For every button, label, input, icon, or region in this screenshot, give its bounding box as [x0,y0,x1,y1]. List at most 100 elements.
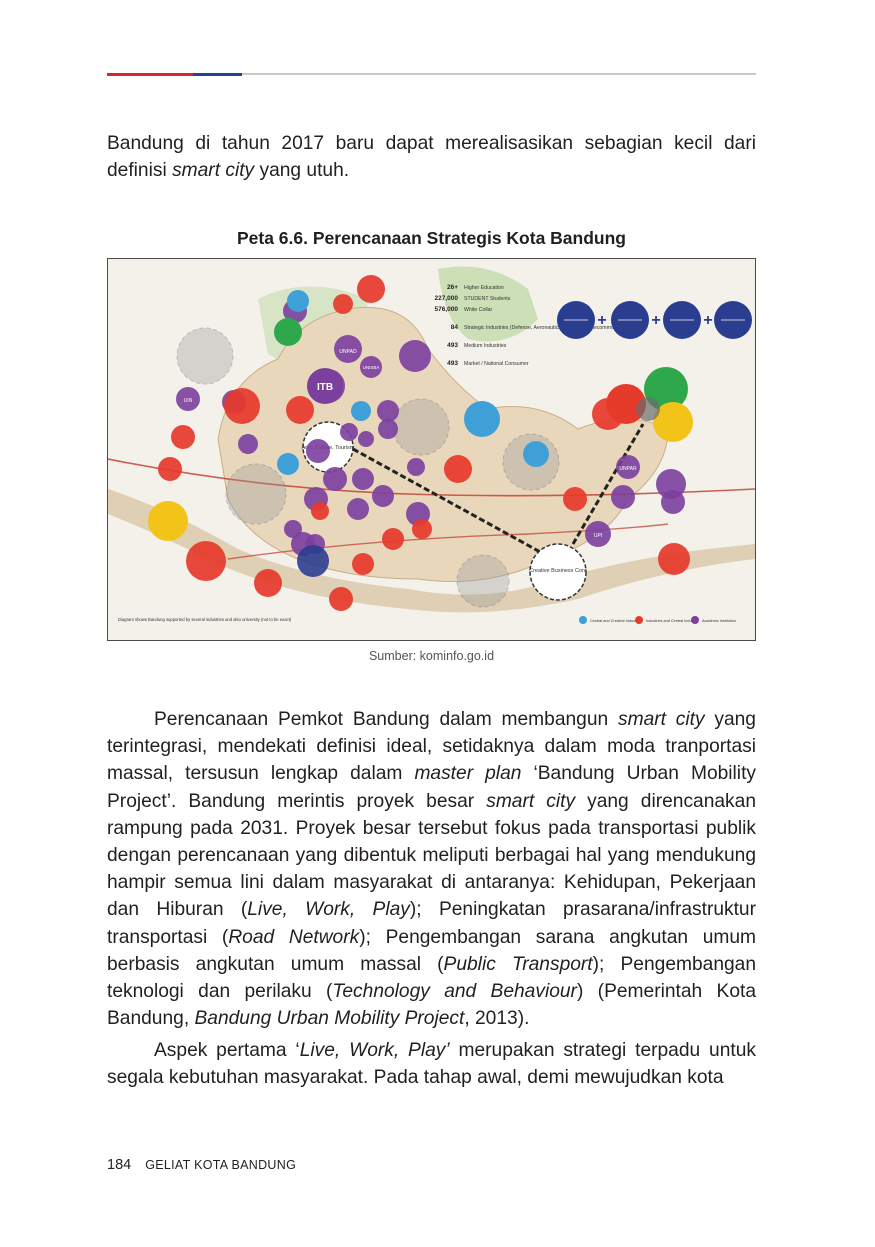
text-run: Bandung di tahun 2017 baru dapat mereali… [107,133,756,182]
creative-business-circle [529,543,587,601]
creative-marker [287,290,309,312]
stat-label: Market / National Consumer [464,361,529,367]
body-paragraph-3: Aspek pertama ‘Live, Work, Play’ merupak… [107,1037,756,1091]
text-run: Aspek pertama ‘ [154,1040,300,1061]
stat-value: 493 [447,342,458,349]
text-run: Perencanaan Pemkot Bandung dalam membang… [154,709,618,730]
italic-run: Road Network [228,926,360,948]
legend-label: Academic Institution [702,619,736,623]
academic-institution-marker [340,423,358,441]
creative-business-label: Creative Business Core [529,568,587,574]
italic-run: smart city [172,160,255,182]
academic-institution-marker [284,520,302,538]
academic-institution-marker [616,455,640,479]
stat-value: 576,000 [435,306,459,313]
academic-institution-marker [360,356,382,378]
intro-paragraph: Bandung di tahun 2017 baru dapat mereali… [107,130,756,184]
industry-marker [329,587,353,611]
hill-area [438,266,538,342]
italic-run: Technology and Behaviour [332,981,577,1003]
map-footnote: Diagram shows Bandung supported by sever… [118,617,292,622]
academic-institution-marker [334,335,362,363]
body-paragraph-2: Perencanaan Pemkot Bandung dalam membang… [107,706,756,1032]
figure-caption: Peta 6.6. Perencanaan Strategis Kota Ban… [236,228,626,248]
zone-circle [392,398,450,456]
text-run: ); Peningkatan prasarana/infrastruktur t… [107,899,756,948]
unpar-label: UNPAR [619,466,637,472]
academic-institution-marker [372,485,394,507]
industry-marker [311,502,329,520]
text-run: yang direncanakan rampung pada 2031. Pro… [107,790,756,921]
stat-value: 26+ [447,284,458,291]
academic-institution-marker [323,467,347,491]
header-rule-red [107,73,193,76]
legend-label: Industries and Central Industry [646,619,698,623]
header-rule-blue [193,73,242,76]
legend-swatch [579,616,587,624]
overlap-marker [636,397,660,421]
text-run: , 2013). [464,1008,530,1030]
strategic-map: Creative Business CoreArts, Culture, Tou… [107,258,756,641]
book-title: GELIAT KOTA BANDUNG [145,1158,297,1172]
industry-marker [444,455,472,483]
creative-industry-marker [523,441,549,467]
unpad-label: UNPAD [339,349,357,355]
main-road [108,458,755,497]
academic-institution-marker [377,400,399,422]
italic-run: Live, Work, Play [247,899,410,921]
navy-marker [297,545,329,577]
header-rule [107,73,756,76]
academic-institution-marker [238,434,258,454]
industry-marker [333,294,353,314]
academic-institution-marker [611,485,635,509]
text-run: ) (Pemerintah Kota Bandung, [107,981,756,1030]
academic-institution-marker [352,468,374,490]
academic-institution-marker [399,340,431,372]
italic-run: smart city [618,709,705,730]
italic-run: smart city [486,790,576,812]
creative-industry-marker [464,401,500,437]
italic-run: master plan [414,763,522,785]
industry-marker [563,487,587,511]
industry-marker [158,457,182,481]
industry-marker [186,541,226,581]
text-run: ); Pengembangan teknologi dan perilaku ( [107,953,757,1003]
plus-icon: + [597,312,606,329]
connector-arrow [571,423,645,545]
legend-swatch [635,616,643,624]
italic-run: Bandung Urban Mobility Project [194,1008,465,1030]
uin-label: UIN [184,398,193,404]
yellow-marker [653,402,693,442]
stat-label: Medium Industries [464,343,507,349]
industry-marker [171,425,195,449]
stat-value: 84 [451,324,459,331]
upi-label: UPI [594,533,602,539]
connector-arrow [352,447,554,561]
industry-marker [224,388,260,424]
text-run: merupakan strategi terpadu untuk segala … [107,1040,756,1089]
unisba-label: UNISBA [363,365,380,370]
page-footer: 184 GELIAT KOTA BANDUNG [107,1157,296,1173]
text-run: ); Pengembangan sarana angkutan umum ber… [107,926,757,975]
academic-institution-marker [347,498,369,520]
stat-value: 493 [447,360,458,367]
industry-marker [382,528,404,550]
green-marker [274,318,302,346]
industry-marker [352,553,374,575]
academic-institution-marker [176,387,200,411]
industry-marker [357,275,385,303]
stat-label: White Collar [464,307,493,313]
text-run: ‘Bandung Urban Mobility Project’. Bandun… [107,763,756,812]
academic-institution-marker [358,431,374,447]
academic-institution-marker [306,439,330,463]
text-run: yang utuh. [254,160,350,182]
stat-value: 227,000 [435,295,459,302]
academic-institution-marker [585,521,611,547]
creative-industry-marker [277,453,299,475]
stat-label: Higher Education [464,285,504,291]
legend-label: Central and Creative Industry [590,619,639,623]
industry-marker [254,569,282,597]
itb-label: ITB [317,382,333,393]
industry-marker [658,543,690,575]
academic-institution-marker [656,469,686,499]
